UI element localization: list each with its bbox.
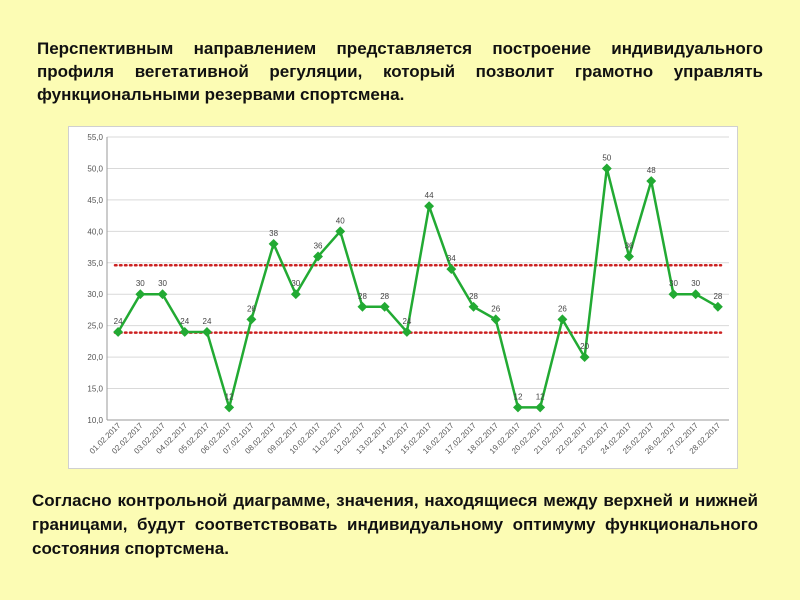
data-point: [579, 352, 590, 363]
y-tick-label: 45,0: [87, 196, 103, 205]
data-label: 30: [136, 279, 145, 288]
y-tick-label: 30,0: [87, 290, 103, 299]
data-label: 24: [180, 317, 189, 326]
data-point: [446, 264, 457, 275]
chart-svg: 10,0 15,0 20,0 25,0 30,0 35,0 40,0 45,0 50,0 55,0…: [87, 133, 729, 456]
data-label: 12: [514, 392, 523, 401]
data-label: 38: [269, 229, 278, 238]
y-tick-label: 15,0: [87, 385, 103, 394]
data-label: 36: [314, 241, 323, 250]
data-label: 48: [647, 166, 656, 175]
data-label: 24: [203, 317, 212, 326]
y-tick-label: 25,0: [87, 322, 103, 331]
data-point: [490, 314, 501, 325]
data-point: [601, 163, 612, 174]
data-point: [313, 251, 323, 262]
data-label: 28: [469, 292, 478, 301]
data-label: 34: [447, 254, 456, 263]
data-point: [268, 238, 279, 249]
series-line: [117, 167, 719, 409]
control-chart: 10,0 15,0 20,0 25,0 30,0 35,0 40,0 45,0 50,0 55,0…: [68, 126, 738, 469]
data-label: 44: [425, 191, 434, 200]
data-label: 28: [358, 292, 367, 301]
data-point: [246, 314, 257, 325]
data-point: [202, 327, 212, 337]
intro-text: Перспективным направлением представляетс…: [37, 39, 763, 104]
data-label: 28: [713, 292, 722, 301]
data-label: 30: [291, 279, 300, 288]
y-tick-label: 20,0: [87, 353, 103, 362]
data-point: [468, 301, 479, 312]
data-label: 26: [558, 304, 567, 313]
data-point: [712, 301, 723, 312]
data-label: 12: [225, 392, 234, 401]
data-point: [646, 176, 657, 186]
data-label: 30: [158, 279, 167, 288]
y-tick-label: 10,0: [87, 416, 103, 425]
data-point: [179, 327, 190, 337]
y-tick-label: 40,0: [87, 227, 103, 236]
data-point: [535, 402, 546, 413]
data-point: [357, 301, 368, 312]
data-point: [135, 289, 146, 300]
conclusion-text: Согласно контрольной диаграмме, значения…: [32, 491, 758, 558]
y-tick-label: 50,0: [87, 164, 103, 173]
data-point: [113, 327, 124, 337]
data-label: 20: [580, 342, 589, 351]
data-point: [224, 402, 235, 413]
data-label: 36: [625, 241, 634, 250]
data-label: 30: [691, 279, 700, 288]
data-label: 50: [602, 153, 611, 162]
data-label: 24: [402, 317, 411, 326]
data-point: [379, 301, 390, 312]
data-point: [668, 289, 679, 300]
data-label: 24: [114, 317, 123, 326]
data-point: [624, 251, 634, 262]
data-label: 26: [491, 304, 500, 313]
data-label: 30: [669, 279, 678, 288]
y-tick-label: 35,0: [87, 259, 103, 268]
data-point: [401, 327, 412, 337]
y-tick-label: 55,0: [87, 133, 103, 142]
data-label: 12: [536, 392, 545, 401]
data-label: 26: [247, 304, 256, 313]
data-label: 40: [336, 216, 345, 225]
data-label: 28: [380, 292, 389, 301]
data-point: [690, 289, 701, 300]
data-point: [513, 402, 523, 413]
data-point: [424, 201, 435, 212]
data-point: [290, 289, 301, 300]
